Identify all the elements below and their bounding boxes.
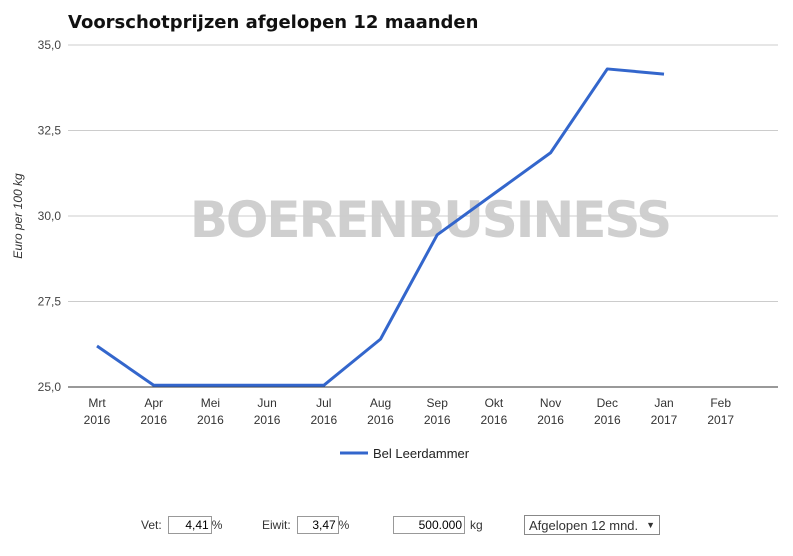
x-tick-label: 2016 — [537, 413, 564, 427]
vet-input[interactable] — [167, 516, 212, 534]
vet-label: Vet: — [141, 518, 162, 532]
x-tick-label: 2017 — [707, 413, 734, 427]
line-chart: BOERENBUSINESS 25,0 27,5 30,0 32,5 35,0 Mrt 2… — [11, 38, 778, 461]
x-tick-label: Sep — [427, 396, 449, 410]
chevron-down-icon: ▼ — [646, 520, 656, 530]
eiwit-input[interactable] — [296, 516, 339, 534]
eiwit-control: Eiwit: % — [262, 516, 349, 534]
x-tick-label: Jan — [654, 396, 673, 410]
period-select[interactable]: Afgelopen 12 mnd. ▼ — [524, 515, 661, 535]
x-tick-label: Mrt — [88, 396, 106, 410]
x-tick-label: Jul — [316, 396, 331, 410]
legend: Bel Leerdammer — [340, 446, 470, 461]
volume-control: kg — [393, 516, 483, 534]
chart-title: Voorschotprijzen afgelopen 12 maanden — [68, 12, 479, 33]
legend-label: Bel Leerdammer — [373, 446, 470, 461]
vet-unit: % — [211, 518, 223, 532]
vet-control: Vet: % — [141, 516, 222, 534]
volume-unit: kg — [470, 518, 483, 532]
x-tick-label: 2016 — [310, 413, 337, 427]
period-selected: Afgelopen 12 mnd. — [529, 517, 639, 533]
x-tick-label: 2016 — [367, 413, 394, 427]
x-tick-label: 2016 — [254, 413, 281, 427]
x-tick-label: 2016 — [140, 413, 167, 427]
y-tick-label: 27,5 — [38, 295, 62, 309]
y-axis-label: Euro per 100 kg — [11, 173, 25, 259]
y-tick-label: 30,0 — [38, 209, 62, 223]
x-tick-label: Aug — [370, 396, 391, 410]
y-tick-label: 35,0 — [38, 38, 62, 52]
x-tick-label: Jun — [257, 396, 276, 410]
x-tick-label: 2016 — [197, 413, 224, 427]
x-tick-label: 2016 — [84, 413, 111, 427]
eiwit-unit: % — [338, 518, 350, 532]
x-tick-label: Apr — [144, 396, 163, 410]
y-tick-label: 25,0 — [38, 380, 62, 394]
volume-input[interactable] — [393, 516, 465, 534]
eiwit-label: Eiwit: — [262, 518, 291, 532]
series-line-bel-leerdammer — [96, 67, 665, 387]
x-tick-label: 2017 — [651, 413, 678, 427]
x-tick-label: Mei — [201, 396, 220, 410]
x-tick-label: Okt — [485, 396, 504, 410]
x-tick-label: 2016 — [594, 413, 621, 427]
x-tick-label: 2016 — [424, 413, 451, 427]
x-tick-label: Nov — [540, 396, 561, 410]
x-tick-label: Feb — [710, 396, 731, 410]
watermark-logo: BOERENBUSINESS — [190, 191, 670, 249]
x-tick-label: 2016 — [481, 413, 508, 427]
y-tick-label: 32,5 — [38, 124, 62, 138]
x-tick-label: Dec — [597, 396, 618, 410]
